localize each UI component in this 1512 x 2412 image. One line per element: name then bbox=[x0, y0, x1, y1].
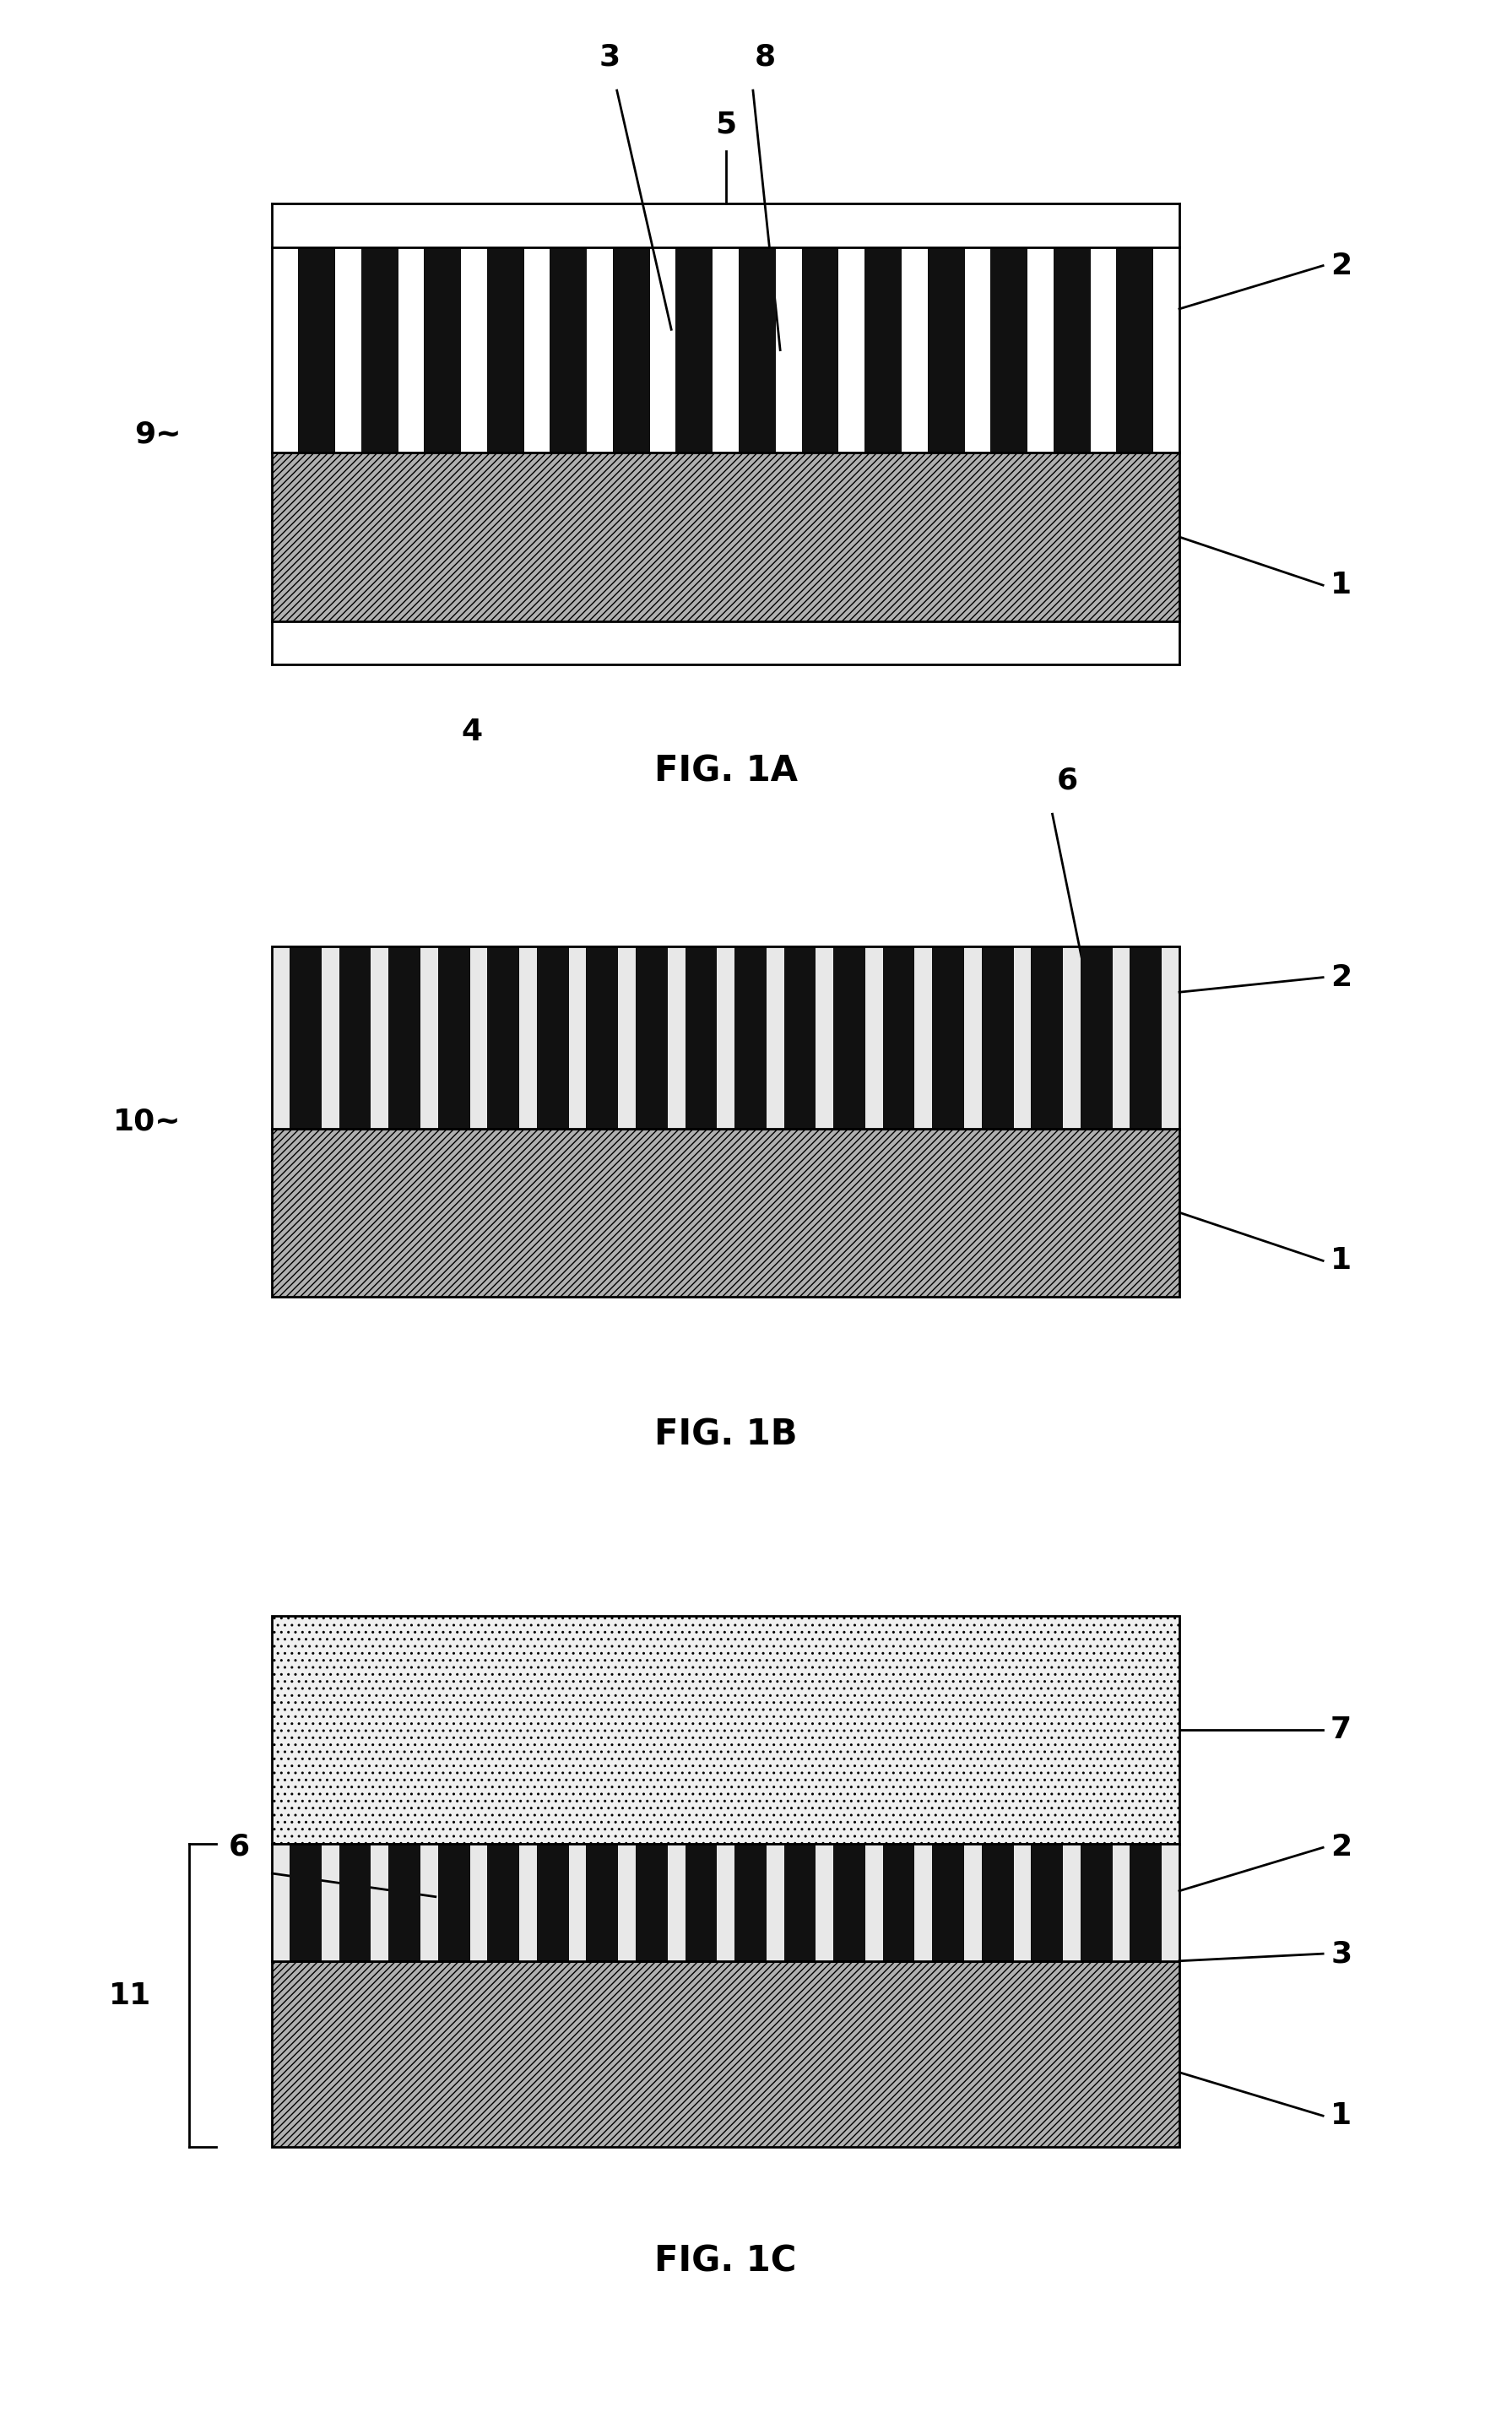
Bar bbox=[389, 946, 420, 1129]
Bar bbox=[833, 946, 865, 1129]
Bar bbox=[587, 946, 618, 1129]
Bar bbox=[1081, 946, 1113, 1129]
Bar bbox=[635, 946, 668, 1129]
Text: 8: 8 bbox=[754, 43, 776, 72]
Bar bbox=[272, 1129, 1179, 1298]
Bar bbox=[1031, 1845, 1063, 1961]
Text: FIG. 1A: FIG. 1A bbox=[655, 755, 797, 789]
Bar bbox=[272, 1616, 1179, 1845]
Bar bbox=[783, 946, 816, 1129]
Bar bbox=[739, 248, 776, 453]
Bar bbox=[339, 1845, 370, 1961]
Bar bbox=[735, 1845, 767, 1961]
Bar bbox=[801, 248, 839, 453]
Text: 1: 1 bbox=[1331, 2101, 1352, 2130]
Bar bbox=[933, 1845, 965, 1961]
Bar bbox=[423, 248, 461, 453]
Bar bbox=[487, 248, 525, 453]
Bar bbox=[550, 248, 587, 453]
Bar bbox=[685, 1845, 717, 1961]
Bar bbox=[676, 248, 712, 453]
Bar bbox=[783, 1845, 816, 1961]
Text: 11: 11 bbox=[109, 1980, 151, 2009]
Bar bbox=[1129, 1845, 1161, 1961]
Bar bbox=[883, 1845, 915, 1961]
Bar bbox=[612, 248, 650, 453]
Bar bbox=[1116, 248, 1154, 453]
Bar bbox=[927, 248, 965, 453]
Bar bbox=[487, 946, 519, 1129]
Bar bbox=[1129, 946, 1161, 1129]
Text: 10~: 10~ bbox=[113, 1107, 181, 1136]
Text: 6: 6 bbox=[228, 1833, 249, 1862]
Bar bbox=[272, 946, 1179, 1129]
Bar bbox=[272, 453, 1179, 622]
Text: FIG. 1C: FIG. 1C bbox=[655, 2243, 797, 2279]
Bar bbox=[587, 1845, 618, 1961]
Bar bbox=[865, 248, 901, 453]
Text: 3: 3 bbox=[599, 43, 620, 72]
Bar bbox=[883, 946, 915, 1129]
Bar bbox=[272, 1845, 1179, 1961]
Bar bbox=[537, 1845, 569, 1961]
Text: FIG. 1B: FIG. 1B bbox=[655, 1416, 797, 1452]
Text: 9~: 9~ bbox=[135, 420, 181, 449]
Text: 2: 2 bbox=[1331, 1833, 1352, 1862]
Bar bbox=[981, 1845, 1013, 1961]
Bar bbox=[537, 946, 569, 1129]
Text: 5: 5 bbox=[715, 111, 736, 140]
Bar bbox=[290, 946, 322, 1129]
Bar bbox=[298, 248, 336, 453]
Bar bbox=[685, 946, 717, 1129]
Bar bbox=[290, 1845, 322, 1961]
Bar bbox=[635, 1845, 668, 1961]
Bar bbox=[272, 946, 1179, 1129]
Bar bbox=[361, 248, 398, 453]
Bar bbox=[272, 248, 1179, 453]
Text: 2: 2 bbox=[1331, 962, 1352, 991]
Bar bbox=[735, 946, 767, 1129]
Bar bbox=[1031, 946, 1063, 1129]
Bar bbox=[1054, 248, 1090, 453]
Text: 1: 1 bbox=[1331, 1247, 1352, 1276]
Bar bbox=[933, 946, 965, 1129]
Bar bbox=[438, 1845, 470, 1961]
Text: 2: 2 bbox=[1331, 251, 1352, 280]
Bar bbox=[990, 248, 1028, 453]
Bar bbox=[833, 1845, 865, 1961]
Bar bbox=[272, 248, 1179, 453]
Bar bbox=[389, 1845, 420, 1961]
Bar bbox=[981, 946, 1013, 1129]
Bar bbox=[272, 1961, 1179, 2147]
Bar bbox=[339, 946, 370, 1129]
Text: 7: 7 bbox=[1331, 1715, 1352, 1744]
Bar bbox=[438, 946, 470, 1129]
Bar bbox=[1081, 1845, 1113, 1961]
Text: 3: 3 bbox=[1331, 1939, 1352, 1968]
Bar bbox=[487, 1845, 519, 1961]
Text: 1: 1 bbox=[1331, 572, 1352, 601]
Text: 4: 4 bbox=[461, 719, 482, 745]
Text: 6: 6 bbox=[1057, 767, 1078, 794]
Bar bbox=[272, 1845, 1179, 1961]
